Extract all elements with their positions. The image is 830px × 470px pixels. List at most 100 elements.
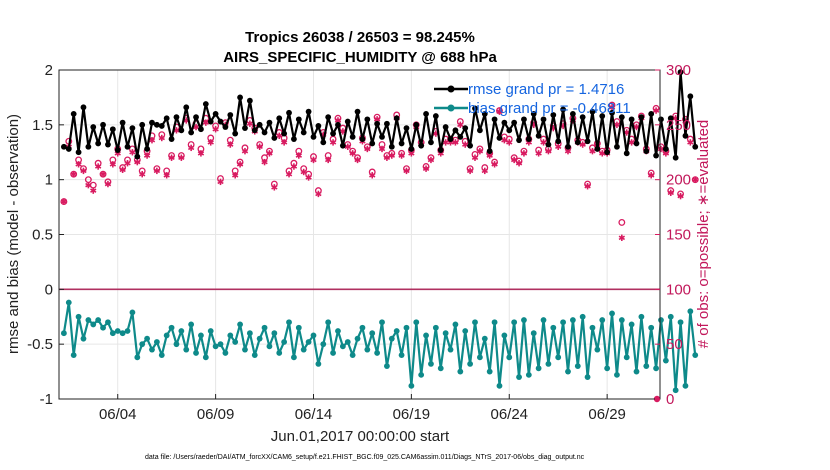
obs-evaluated-marker [280,139,288,146]
x-tick-label: 06/29 [588,406,626,423]
bias-point [188,321,195,328]
bias-point [242,346,248,353]
bias-point [393,328,400,334]
y2-tick-label: 50 [666,336,683,353]
rmse-point [374,120,381,127]
y2-tick-label: 100 [666,281,691,298]
rmse-point [560,106,566,113]
bias-point [315,361,322,367]
rmse-point [60,143,67,150]
rmse-point [183,104,190,111]
bias-point [525,371,532,378]
bias-point [300,346,307,353]
obs-evaluated-marker [300,168,307,176]
obs-evaluated-marker [261,158,268,166]
bias-point [516,374,522,380]
obs-evaluated-marker [618,234,626,241]
bias-point [222,350,229,356]
obs-evaluated-marker [109,161,117,168]
obs-evaluated-marker [70,170,77,178]
legend-bias-marker [447,104,455,112]
rmse-line [63,71,697,159]
x-tick-label: 06/14 [295,406,333,423]
rmse-point [604,149,611,156]
bias-point [286,319,292,326]
bias-point [667,313,674,320]
rmse-point [271,135,278,141]
bias-point [589,324,596,331]
obs-evaluated-marker [491,161,498,168]
rmse-point [506,127,513,134]
rmse-point [217,118,224,125]
rmse-point [168,136,175,142]
obs-evaluated-marker [535,150,542,157]
bias-point [295,324,302,331]
bias-point [623,354,630,361]
rmse-point [100,121,106,128]
rmse-point [193,114,199,121]
rmse-point [266,119,273,126]
bias-point [442,330,449,337]
rmse-point [462,125,469,132]
bias-point [628,321,635,328]
y-tick-label: 1.5 [32,117,53,134]
bias-point [70,352,77,359]
rmse-point [594,146,601,152]
obs-evaluated-marker [246,120,254,127]
obs-evaluated-marker [305,174,312,181]
bias-point [139,341,146,348]
rmse-point [178,127,185,134]
y-axis-label: rmse and bias (model - observation) [5,114,22,354]
obs-evaluated-marker [657,145,665,153]
rmse-point [388,143,395,150]
bias-point [584,374,591,380]
bias-line [62,301,697,392]
rmse-point [198,126,204,133]
bias-point [119,330,126,337]
rmse-point [550,112,557,118]
rmse-point [310,133,317,140]
obs-evaluated-marker [403,167,410,175]
rmse-point [618,114,625,121]
bias-point [359,324,366,331]
obs-evaluated-marker [124,160,131,167]
bias-point [413,319,420,326]
bias-point [266,343,273,350]
bias-point [261,324,268,331]
rmse-point [555,138,562,145]
bias-point [476,354,483,361]
rmse-point [339,142,346,149]
legend-bias-label: bias grand pr = -0.46811 [468,100,631,117]
y-tick-label: -0.5 [27,336,53,353]
obs-evaluated-marker [178,154,185,161]
rmse-point [682,132,689,139]
bias-point [560,319,566,326]
bias-point [212,343,219,350]
bias-point [491,319,498,326]
bias-point [638,313,645,320]
obs-evaluated-marker [510,156,518,164]
bias-point [403,324,410,331]
bias-point [682,382,689,389]
rmse-point [403,125,410,132]
rmse-point [315,123,322,129]
rmse-point [359,136,366,142]
rmse-point [364,116,371,123]
rmse-point [144,146,150,152]
bias-point [217,341,224,348]
bias-point [114,328,121,334]
obs-evaluated-marker [354,156,361,164]
bias-point [432,324,439,331]
obs-evaluated-marker [168,154,175,161]
bias-point [472,319,478,326]
rmse-point [65,146,72,152]
bias-point [271,330,278,337]
rmse-point [163,115,170,122]
bias-point [237,321,243,328]
bias-point [335,328,341,334]
obs-evaluated-marker [628,139,635,146]
bias-point [100,324,106,331]
obs-evaluated-marker [271,184,278,191]
rmse-point [227,112,234,118]
obs-evaluated-marker [276,132,283,139]
